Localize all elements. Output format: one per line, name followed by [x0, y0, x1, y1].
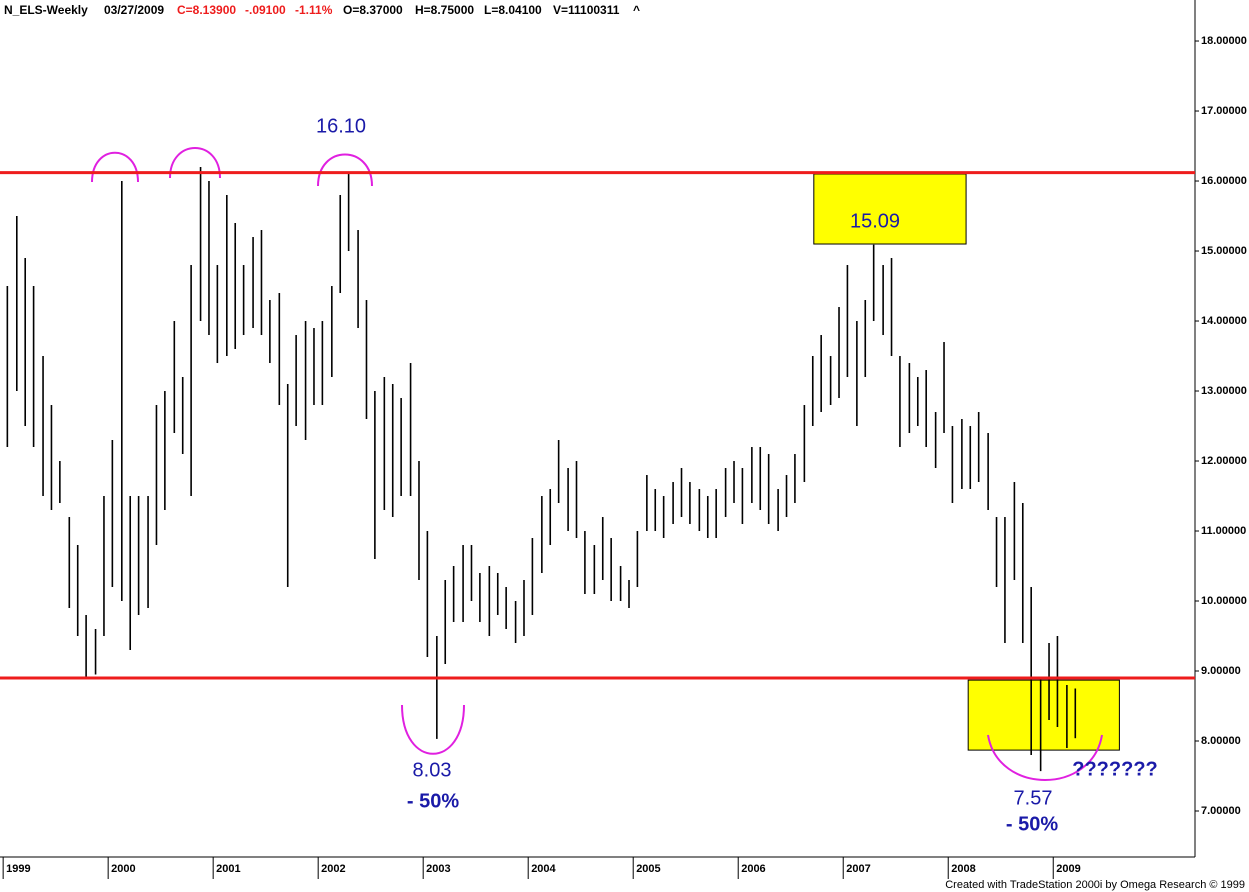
footer: Created with TradeStation 2000i by Omega… [945, 879, 1245, 891]
x-tick-label: 2001 [216, 863, 240, 875]
header-text: 03/27/2009 [104, 3, 164, 17]
y-tick-label: 8.00000 [1201, 735, 1241, 747]
x-tick-label: 2004 [531, 863, 556, 875]
annotation: - 50% [407, 790, 459, 812]
y-tick-label: 18.00000 [1201, 35, 1247, 47]
x-tick-label: 2008 [951, 863, 975, 875]
y-tick-label: 15.00000 [1201, 245, 1247, 257]
y-tick-label: 9.00000 [1201, 665, 1241, 677]
header-text: L=8.04100 [484, 3, 542, 17]
header-text: V=11100311 [553, 3, 620, 17]
arc [987, 734, 1103, 781]
highlight-box [813, 173, 967, 245]
annotation: ??????? [1072, 758, 1158, 780]
header-text: H=8.75000 [415, 3, 474, 17]
header-text: -1.11% [295, 3, 333, 17]
annotation: 8.03 [413, 759, 452, 781]
header-text: -.09100 [245, 3, 286, 17]
highlight-box [967, 679, 1120, 751]
arc [169, 147, 221, 179]
arc [401, 704, 465, 755]
annotation: 16.10 [316, 115, 366, 137]
header-text: C=8.13900 [177, 3, 236, 17]
y-tick-label: 13.00000 [1201, 385, 1247, 397]
y-tick-label: 10.00000 [1201, 595, 1247, 607]
annotation: - 50% [1006, 813, 1058, 835]
annotation: 7.57 [1014, 787, 1053, 809]
header-text: N_ELS-Weekly [4, 3, 88, 17]
y-tick-label: 7.00000 [1201, 805, 1241, 817]
y-tick-label: 12.00000 [1201, 455, 1247, 467]
y-tick-label: 11.00000 [1201, 525, 1246, 537]
header-text: O=8.37000 [343, 3, 403, 17]
annotation: 15.09 [850, 210, 900, 232]
x-tick-label: 2003 [426, 863, 450, 875]
x-tick-label: 2005 [636, 863, 660, 875]
x-tick-label: 1999 [6, 863, 30, 875]
x-tick-label: 2000 [111, 863, 135, 875]
y-tick-label: 16.00000 [1201, 175, 1247, 187]
x-tick-label: 2007 [846, 863, 870, 875]
header-text: ^ [633, 3, 640, 17]
x-tick-label: 2006 [741, 863, 765, 875]
x-tick-label: 2009 [1056, 863, 1080, 875]
x-tick-label: 2002 [321, 863, 345, 875]
y-tick-label: 17.00000 [1201, 105, 1247, 117]
y-tick-label: 14.00000 [1201, 315, 1247, 327]
arc [91, 151, 139, 183]
